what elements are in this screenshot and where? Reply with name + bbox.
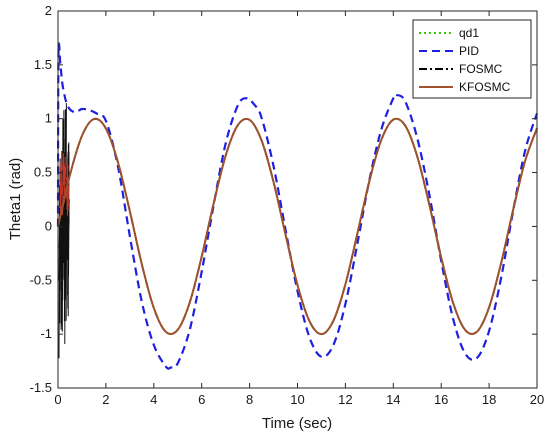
y-axis: -1.5 -1 -0.5 0 0.5 1 1.5 2 [30, 3, 537, 395]
y-tick-label: 1.5 [34, 57, 52, 72]
y-tick-label: -1 [40, 326, 52, 341]
legend-item-fosmc: FOSMC [419, 62, 503, 76]
series-line-fosmc [57, 117, 538, 336]
series-layer [56, 42, 539, 370]
x-tick-label: 20 [530, 392, 544, 407]
series-line-kfosmc [57, 117, 538, 336]
x-tick-label: 18 [482, 392, 496, 407]
y-tick-label: 1 [45, 111, 52, 126]
legend-label: FOSMC [459, 62, 503, 76]
transient-chatter [58, 103, 70, 359]
y-tick-label: 0 [45, 218, 52, 233]
legend-item-pid: PID [419, 44, 479, 58]
legend-item-kfosmc: KFOSMC [419, 80, 511, 94]
y-tick-label: 0.5 [34, 165, 52, 180]
legend-label: KFOSMC [459, 80, 511, 94]
x-tick-label: 0 [54, 392, 61, 407]
y-tick-label: -0.5 [30, 272, 52, 287]
legend-item-qd1: qd1 [419, 26, 479, 40]
y-tick-label: 2 [45, 3, 52, 18]
x-tick-label: 4 [150, 392, 157, 407]
x-tick-label: 2 [102, 392, 109, 407]
x-tick-label: 10 [290, 392, 304, 407]
x-tick-label: 6 [198, 392, 205, 407]
x-tick-label: 16 [434, 392, 448, 407]
x-tick-label: 8 [246, 392, 253, 407]
x-axis: 0 2 4 6 8 10 12 14 16 18 20 [54, 11, 544, 407]
legend-box [412, 19, 532, 99]
x-axis-label: Time (sec) [262, 415, 332, 432]
fosmc-chatter [58, 103, 70, 359]
series-line-qd1 [57, 117, 538, 336]
x-tick-label: 12 [338, 392, 352, 407]
legend-label: PID [459, 44, 479, 58]
legend-label: qd1 [459, 26, 479, 40]
legend: qd1 PID FOSMC KFOSMC [412, 19, 532, 99]
x-tick-label: 14 [386, 392, 400, 407]
y-axis-label: Theta1 (rad) [7, 158, 24, 241]
y-tick-label: -1.5 [30, 380, 52, 395]
